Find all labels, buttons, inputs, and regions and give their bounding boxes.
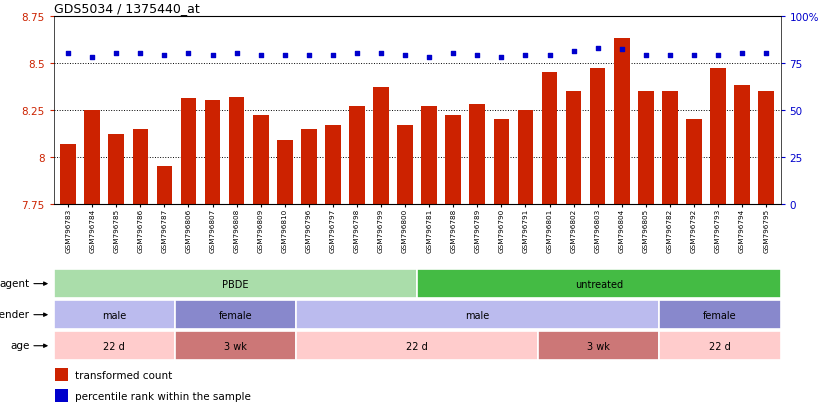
Bar [469, 105, 485, 204]
Point [543, 53, 556, 59]
Text: PBDE: PBDE [222, 279, 249, 289]
Point [423, 55, 436, 61]
Bar [132, 129, 148, 204]
Text: 22 d: 22 d [103, 341, 125, 351]
Point [350, 51, 363, 57]
Bar [734, 86, 750, 204]
Text: female: female [219, 310, 252, 320]
Point [134, 51, 147, 57]
Bar [84, 111, 100, 204]
Point [591, 45, 605, 52]
Text: 22 d: 22 d [406, 341, 428, 351]
Point [711, 53, 724, 59]
Point [158, 53, 171, 59]
Bar [229, 97, 244, 204]
Bar [445, 116, 461, 204]
Text: percentile rank within the sample: percentile rank within the sample [75, 391, 251, 401]
Text: gender: gender [0, 309, 30, 319]
Text: GDS5034 / 1375440_at: GDS5034 / 1375440_at [54, 2, 199, 15]
Point [471, 53, 484, 59]
Bar [205, 101, 221, 204]
Point [567, 49, 580, 55]
Bar [494, 120, 509, 204]
Text: 3 wk: 3 wk [224, 341, 247, 351]
Bar [108, 135, 124, 204]
Bar [566, 92, 582, 204]
Point [519, 53, 532, 59]
Bar [659, 301, 781, 329]
Bar [373, 88, 389, 204]
Point [278, 53, 292, 59]
Point [230, 51, 243, 57]
Bar [55, 389, 69, 402]
Bar [277, 140, 292, 204]
Bar [686, 120, 702, 204]
Text: male: male [466, 310, 490, 320]
Point [639, 53, 653, 59]
Text: 3 wk: 3 wk [587, 341, 610, 351]
Point [760, 51, 773, 57]
Bar [55, 368, 69, 381]
Point [663, 53, 676, 59]
Bar [518, 111, 534, 204]
Bar [659, 332, 781, 360]
Point [182, 51, 195, 57]
Bar [181, 99, 197, 204]
Point [110, 51, 123, 57]
Text: transformed count: transformed count [75, 370, 173, 380]
Bar [54, 270, 417, 298]
Bar [590, 69, 605, 204]
Bar [349, 107, 365, 204]
Point [447, 51, 460, 57]
Bar [638, 92, 653, 204]
Bar [325, 126, 340, 204]
Bar [542, 73, 558, 204]
Point [254, 53, 268, 59]
Bar [758, 92, 774, 204]
Bar [301, 129, 316, 204]
Point [86, 55, 99, 61]
Bar [421, 107, 437, 204]
Point [206, 53, 219, 59]
Point [61, 51, 74, 57]
Text: untreated: untreated [575, 279, 623, 289]
Bar [60, 144, 76, 204]
Text: female: female [703, 310, 737, 320]
Text: age: age [10, 340, 30, 350]
Point [398, 53, 411, 59]
Point [374, 51, 387, 57]
Bar [397, 126, 413, 204]
Text: 22 d: 22 d [710, 341, 731, 351]
Point [326, 53, 339, 59]
Bar [54, 301, 175, 329]
Bar [175, 332, 296, 360]
Bar [662, 92, 677, 204]
Bar [157, 167, 173, 204]
Bar [54, 332, 175, 360]
Bar [539, 332, 659, 360]
Bar [175, 301, 296, 329]
Point [615, 47, 629, 54]
Bar [296, 301, 659, 329]
Bar [614, 39, 629, 204]
Bar [417, 270, 781, 298]
Point [302, 53, 316, 59]
Point [735, 51, 748, 57]
Text: agent: agent [0, 278, 30, 288]
Bar [253, 116, 268, 204]
Bar [296, 332, 539, 360]
Text: male: male [102, 310, 126, 320]
Point [687, 53, 700, 59]
Bar [710, 69, 726, 204]
Point [495, 55, 508, 61]
